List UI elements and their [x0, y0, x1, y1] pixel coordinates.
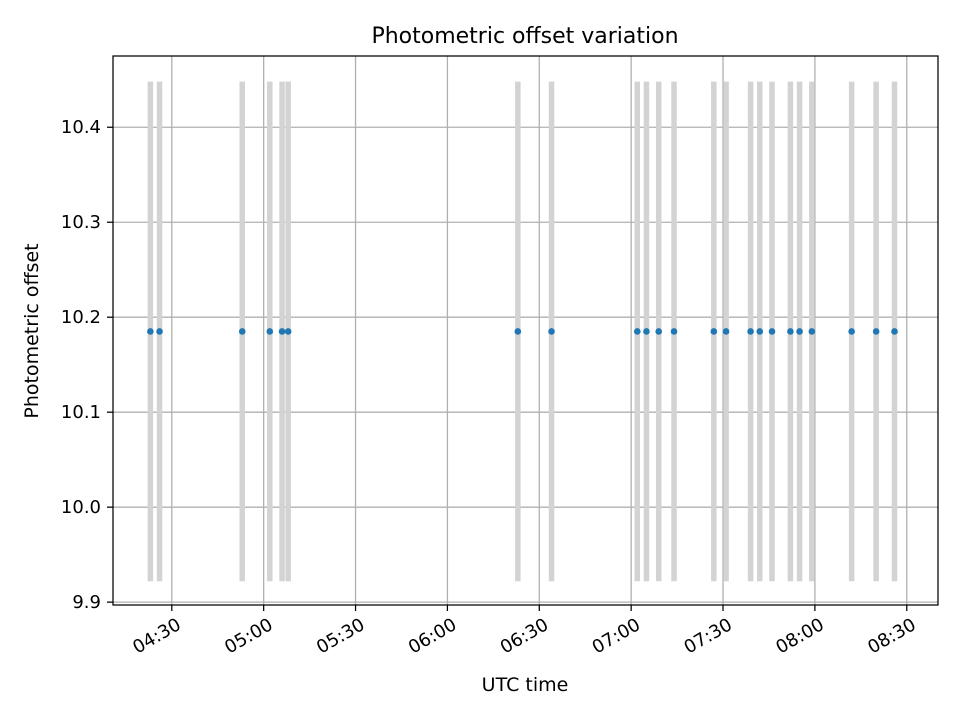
x-tick-label: 08:00 [772, 614, 827, 658]
y-tick-label: 10.1 [61, 402, 101, 423]
y-tick-label: 10.3 [61, 212, 101, 233]
data-point [284, 328, 292, 335]
y-tick-label: 10.4 [61, 117, 101, 138]
y-tick-label: 10.2 [61, 307, 101, 328]
y-tick-label: 9.9 [72, 592, 101, 613]
data-point [278, 328, 286, 335]
data-point [891, 328, 898, 335]
data-point [633, 328, 641, 335]
data-point [787, 328, 794, 335]
data-point [670, 328, 678, 335]
data-point [808, 328, 816, 335]
data-point [710, 328, 718, 335]
data-point [655, 328, 663, 335]
x-tick-label: 05:30 [313, 614, 368, 658]
data-point [548, 328, 555, 335]
data-point [872, 328, 880, 335]
chart-title: Photometric offset variation [371, 24, 678, 49]
x-tick-label: 04:30 [129, 614, 184, 658]
data-point [848, 328, 855, 335]
x-tick-label: 08:30 [864, 614, 919, 658]
data-points [147, 328, 898, 335]
data-point [722, 328, 730, 335]
data-point [756, 328, 764, 335]
data-point [238, 328, 246, 335]
data-point [643, 328, 650, 335]
x-axis-ticks: 04:30 05:00 05:30 06:00 06:30 07:00 07:30 08:00… [129, 605, 920, 658]
data-point [747, 328, 754, 335]
data-point [156, 328, 163, 335]
data-point [147, 328, 154, 335]
y-tick-label: 10.0 [61, 497, 101, 518]
x-tick-label: 06:00 [405, 614, 460, 658]
x-tick-label: 07:00 [589, 614, 644, 658]
x-axis-label: UTC time [482, 674, 569, 696]
error-bars [147, 81, 898, 582]
y-axis-ticks: 9.9 10.0 10.1 10.2 10.3 10.4 [61, 117, 113, 613]
x-tick-label: 07:30 [680, 614, 735, 658]
x-tick-label: 06:30 [497, 614, 552, 658]
data-point [514, 328, 522, 335]
y-axis-label: Photometric offset [21, 243, 43, 418]
data-point [266, 328, 274, 335]
data-point [768, 328, 776, 335]
data-point [796, 328, 803, 335]
plot-frame [112, 55, 939, 606]
x-tick-label: 05:00 [221, 614, 276, 658]
